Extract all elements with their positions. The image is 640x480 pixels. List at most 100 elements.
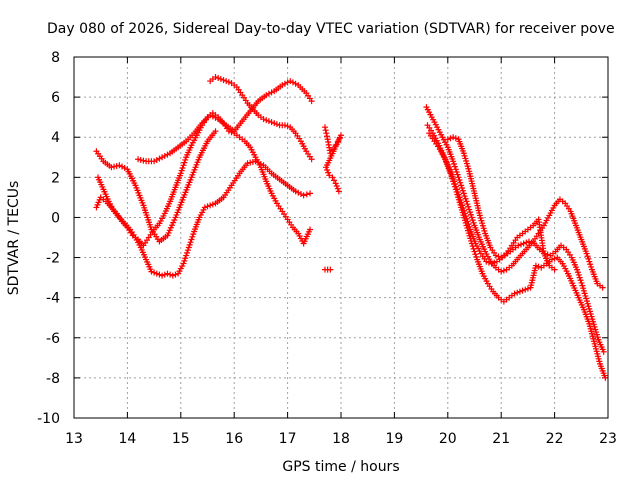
data-point [172, 271, 179, 278]
data-point [273, 121, 280, 128]
data-point [444, 136, 451, 143]
data-point [209, 201, 216, 208]
x-tick-label: 22 [546, 431, 564, 447]
chart-title: Day 080 of 2026, Sidereal Day-to-day VTE… [47, 21, 615, 37]
data-point [467, 209, 474, 216]
data-point [292, 80, 299, 87]
data-point [182, 156, 189, 163]
data-point [161, 152, 168, 159]
data-point [300, 192, 307, 199]
data-point [469, 217, 476, 224]
data-point [491, 259, 498, 266]
data-point [151, 158, 158, 165]
data-point [457, 179, 464, 186]
y-tick-label: -2 [46, 251, 60, 267]
data-point [295, 189, 302, 196]
series-track-i [426, 130, 609, 381]
data-point [111, 163, 118, 170]
data-points [93, 74, 609, 381]
data-point [516, 288, 523, 295]
data-point [574, 269, 581, 276]
data-point [180, 260, 187, 267]
data-point [164, 270, 171, 277]
data-point [188, 236, 195, 243]
data-point [523, 239, 530, 246]
y-tick-label: 6 [51, 90, 60, 106]
data-point [308, 98, 315, 105]
data-point [551, 255, 558, 262]
y-tick-label: 8 [51, 50, 60, 66]
data-point [333, 183, 340, 190]
data-point [287, 78, 294, 85]
data-point [252, 158, 259, 165]
data-point [225, 79, 232, 86]
data-point [471, 248, 478, 255]
data-point [473, 253, 480, 260]
data-point [600, 348, 607, 355]
data-point [452, 135, 459, 142]
data-point [148, 268, 155, 275]
data-point [159, 272, 166, 279]
data-point [498, 268, 505, 275]
data-point [279, 82, 286, 89]
data-point [308, 156, 315, 163]
axis-ticks: 13 14 15 16 17 18 19 20 21 22 23 -10 -8 -6 -4 -2 0 2 4 6 8 [37, 50, 617, 447]
data-point [578, 279, 585, 286]
data-point [583, 250, 590, 257]
series-track-e [207, 74, 315, 163]
data-point [452, 166, 459, 173]
data-point [244, 160, 251, 167]
y-tick-label: 0 [51, 210, 60, 226]
data-point [284, 79, 291, 86]
data-point [180, 162, 187, 169]
data-point [156, 271, 163, 278]
data-point [324, 166, 331, 173]
data-point [215, 75, 222, 82]
data-point [485, 259, 492, 266]
x-axis-label: GPS time / hours [282, 459, 399, 475]
data-point [307, 190, 314, 197]
data-point [500, 267, 507, 274]
data-point [281, 80, 288, 87]
data-point [217, 76, 224, 83]
data-point [332, 180, 339, 187]
data-point [164, 151, 171, 158]
data-point [450, 158, 457, 165]
data-point [178, 167, 185, 174]
data-point [183, 252, 190, 259]
data-point [220, 77, 227, 84]
y-tick-label: -8 [46, 371, 60, 387]
x-tick-label: 19 [385, 431, 403, 447]
data-point [151, 269, 158, 276]
data-point [297, 191, 304, 198]
data-point [548, 256, 555, 263]
data-point [488, 260, 495, 267]
data-point [108, 164, 115, 171]
data-point [225, 128, 232, 135]
data-point [470, 219, 477, 226]
data-point [447, 135, 454, 142]
data-point [448, 172, 455, 179]
data-point [483, 258, 490, 265]
data-point [179, 164, 186, 171]
series-track-d [135, 78, 315, 165]
data-point [447, 170, 454, 177]
data-point [181, 159, 188, 166]
series-track-f [321, 124, 344, 273]
data-point [575, 271, 582, 278]
data-point [584, 253, 591, 260]
y-axis-label: SDTVAR / TECUs [6, 181, 22, 296]
data-point [451, 183, 458, 190]
data-point [519, 287, 526, 294]
data-point [585, 255, 592, 262]
data-point [469, 243, 476, 250]
data-point [458, 182, 465, 189]
x-tick-label: 13 [65, 431, 83, 447]
data-point [201, 204, 208, 211]
data-point [257, 160, 264, 167]
data-point [587, 261, 594, 268]
grid [74, 57, 608, 418]
data-point [119, 163, 126, 170]
series-track-g [423, 104, 606, 291]
data-point [209, 113, 216, 120]
